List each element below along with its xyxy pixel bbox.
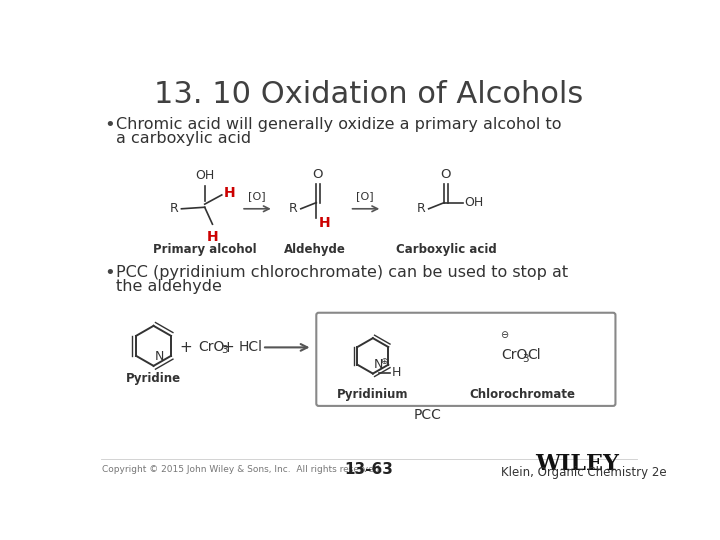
Text: H: H xyxy=(224,186,235,200)
Text: 13-63: 13-63 xyxy=(345,462,393,477)
Text: •: • xyxy=(104,264,114,282)
Text: H: H xyxy=(207,231,218,244)
Text: Cl: Cl xyxy=(527,348,541,362)
Text: OH: OH xyxy=(464,196,484,209)
Text: the aldehyde: the aldehyde xyxy=(117,279,222,294)
Text: ⊖: ⊖ xyxy=(500,330,508,340)
Text: 3: 3 xyxy=(523,354,529,364)
Text: +: + xyxy=(180,340,192,355)
Text: PCC: PCC xyxy=(413,408,441,422)
Text: CrO: CrO xyxy=(199,340,225,354)
Text: •: • xyxy=(104,116,114,134)
Text: [O]: [O] xyxy=(356,192,374,201)
Text: a carboxylic acid: a carboxylic acid xyxy=(117,131,251,146)
Text: Primary alcohol: Primary alcohol xyxy=(153,243,256,256)
Text: R: R xyxy=(417,202,426,215)
Text: OH: OH xyxy=(195,169,215,182)
Text: [O]: [O] xyxy=(248,192,266,201)
Text: +: + xyxy=(222,340,234,355)
Text: Klein, Organic Chemistry 2e: Klein, Organic Chemistry 2e xyxy=(500,467,667,480)
Text: PCC (pyridinium chlorochromate) can be used to stop at: PCC (pyridinium chlorochromate) can be u… xyxy=(117,265,569,280)
FancyBboxPatch shape xyxy=(316,313,616,406)
Text: H: H xyxy=(319,215,330,230)
Text: 13. 10 Oxidation of Alcohols: 13. 10 Oxidation of Alcohols xyxy=(154,79,584,109)
Text: H: H xyxy=(392,366,401,379)
Text: R: R xyxy=(289,202,297,215)
Text: Pyridine: Pyridine xyxy=(126,372,181,384)
Text: N: N xyxy=(155,350,164,363)
Text: O: O xyxy=(312,168,323,181)
Text: R: R xyxy=(170,202,179,215)
Text: Chromic acid will generally oxidize a primary alcohol to: Chromic acid will generally oxidize a pr… xyxy=(117,117,562,132)
Text: ⊕: ⊕ xyxy=(380,357,387,366)
Text: O: O xyxy=(441,168,451,181)
Text: Chlorochromate: Chlorochromate xyxy=(469,388,575,401)
Text: HCl: HCl xyxy=(239,340,263,354)
Text: N: N xyxy=(374,358,383,372)
Text: Aldehyde: Aldehyde xyxy=(284,243,346,256)
Text: Pyridinium: Pyridinium xyxy=(337,388,409,401)
Text: Carboxylic acid: Carboxylic acid xyxy=(396,243,497,256)
Text: CrO: CrO xyxy=(500,348,527,362)
Text: 3: 3 xyxy=(221,346,228,355)
Text: Copyright © 2015 John Wiley & Sons, Inc.  All rights reserved.: Copyright © 2015 John Wiley & Sons, Inc.… xyxy=(102,465,383,474)
Text: WILEY: WILEY xyxy=(535,454,618,475)
